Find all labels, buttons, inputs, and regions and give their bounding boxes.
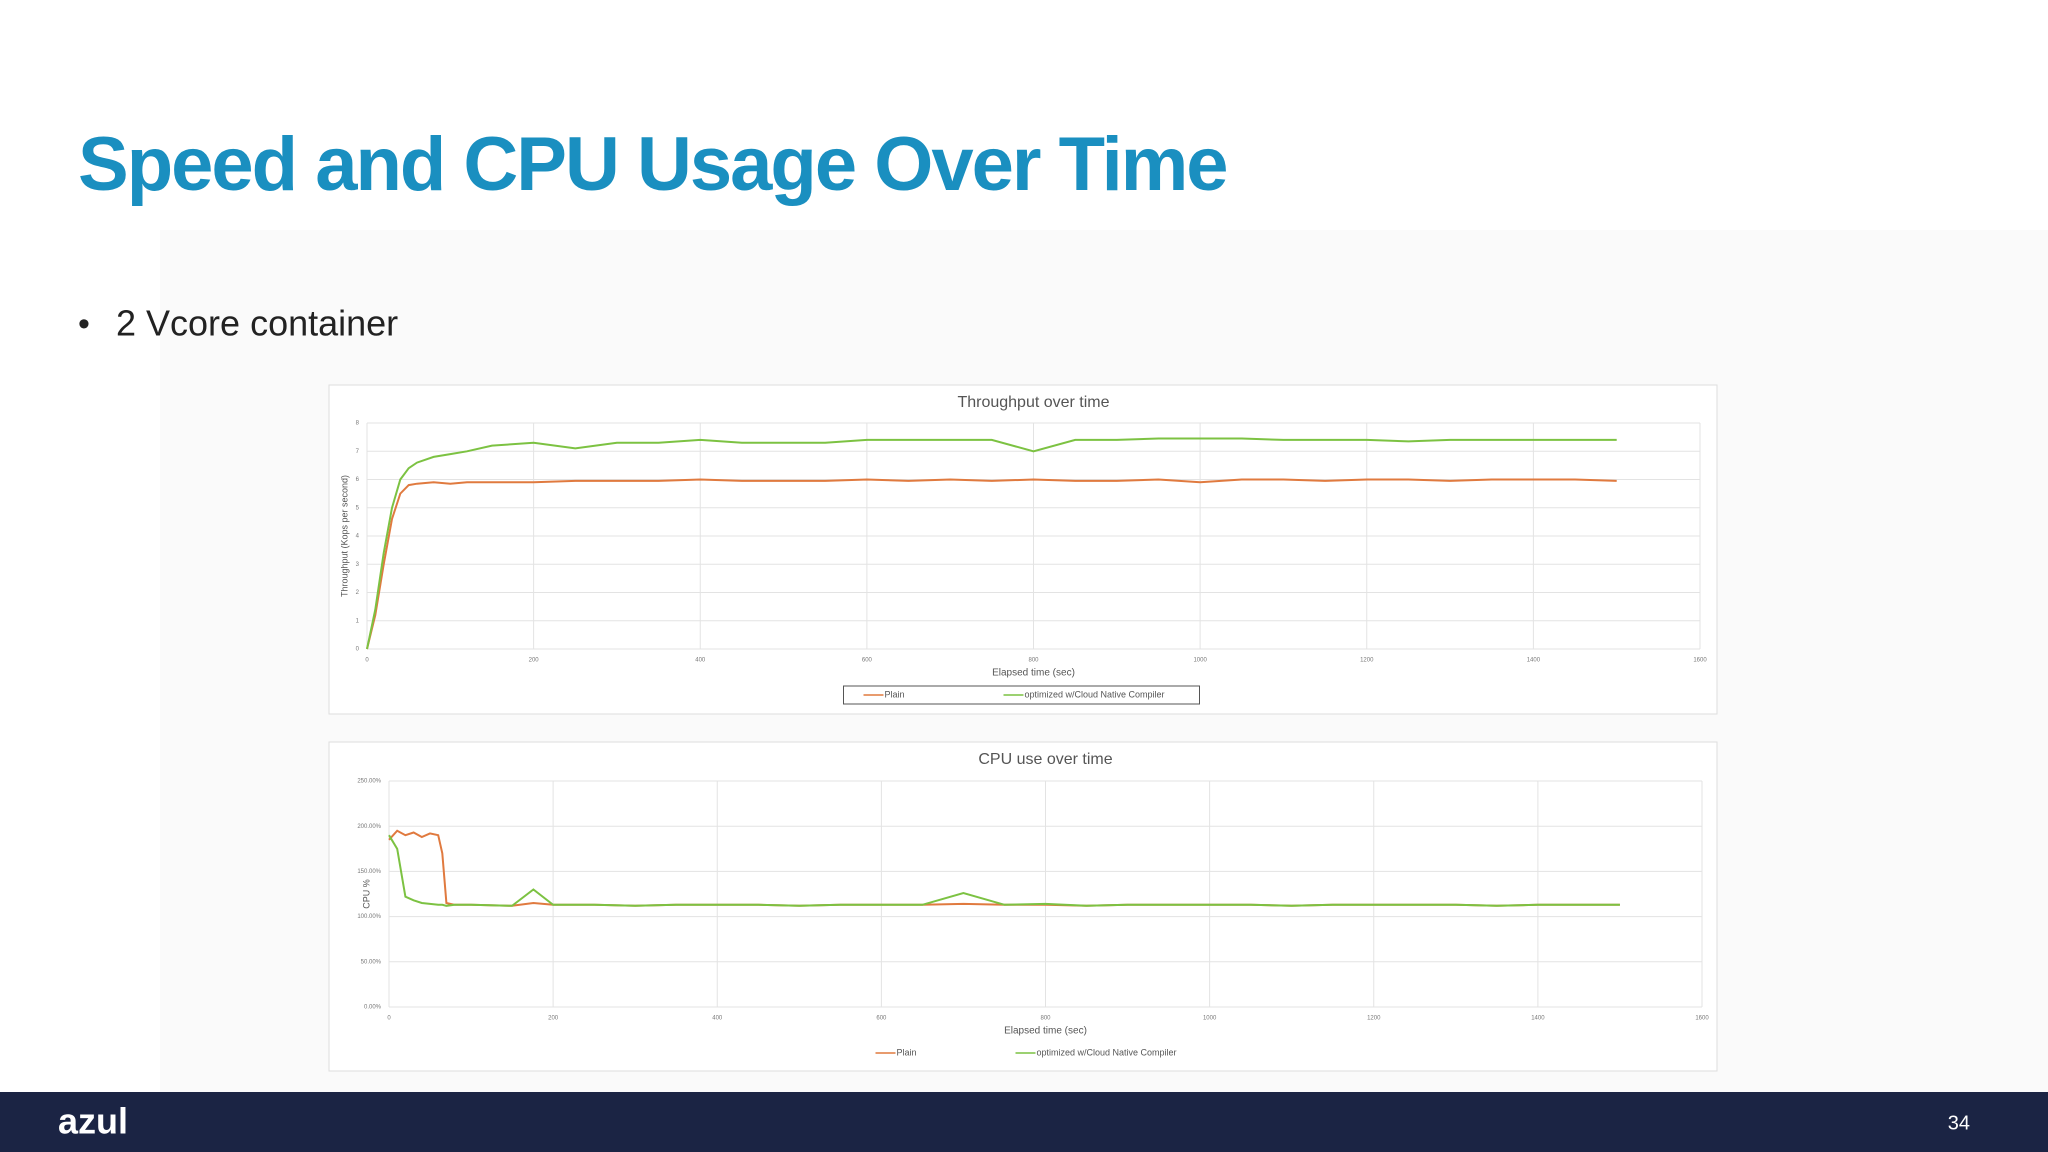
legend-label: Plain xyxy=(897,1047,917,1057)
x-tick-label: 800 xyxy=(1028,658,1039,664)
chart-title: CPU use over time xyxy=(978,751,1112,768)
legend-label: Plain xyxy=(885,689,905,699)
bullet-marker: • xyxy=(78,305,90,343)
y-tick-label: 7 xyxy=(356,449,360,455)
y-tick-label: 3 xyxy=(356,562,360,568)
y-tick-label: 250.00% xyxy=(357,779,381,785)
x-tick-label: 800 xyxy=(1040,1016,1051,1022)
data-line xyxy=(366,437,1617,650)
y-tick-label: 200.00% xyxy=(357,824,381,830)
x-tick-label: 200 xyxy=(548,1016,559,1022)
slide-title: Speed and CPU Usage Over Time xyxy=(78,122,1227,207)
legend-label: optimized w/Cloud Native Compiler xyxy=(1025,689,1165,699)
x-tick-label: 1400 xyxy=(1531,1016,1545,1022)
y-tick-label: 0.00% xyxy=(364,1005,382,1011)
x-tick-label: 0 xyxy=(387,1016,391,1022)
y-tick-label: 150.00% xyxy=(357,869,381,875)
y-axis-label: CPU % xyxy=(361,879,371,909)
chart-title: Throughput over time xyxy=(957,394,1109,411)
x-axis-label: Elapsed time (sec) xyxy=(1004,1026,1087,1037)
logo: azul xyxy=(58,1101,128,1142)
x-tick-label: 1600 xyxy=(1695,1016,1709,1022)
x-tick-label: 1200 xyxy=(1367,1016,1381,1022)
y-tick-label: 5 xyxy=(356,505,360,511)
y-tick-label: 1 xyxy=(356,618,360,624)
x-tick-label: 200 xyxy=(529,658,540,664)
y-tick-label: 6 xyxy=(356,477,360,483)
chart-frame xyxy=(328,384,1718,715)
x-tick-label: 600 xyxy=(862,658,873,664)
x-tick-label: 1200 xyxy=(1360,658,1374,664)
x-tick-label: 1000 xyxy=(1193,658,1207,664)
y-tick-label: 50.00% xyxy=(361,959,382,965)
y-tick-label: 0 xyxy=(356,647,360,653)
y-tick-label: 2 xyxy=(356,590,360,596)
x-tick-label: 600 xyxy=(876,1016,887,1022)
bullet: 2 Vcore container xyxy=(116,303,398,344)
y-tick-label: 100.00% xyxy=(357,914,381,920)
x-tick-label: 1600 xyxy=(1693,658,1707,664)
x-tick-label: 400 xyxy=(695,658,706,664)
footer xyxy=(0,1092,2048,1152)
page-number: 34 xyxy=(1948,1112,1970,1134)
data-line xyxy=(388,834,1620,907)
x-axis-label: Elapsed time (sec) xyxy=(992,668,1075,679)
y-tick-label: 8 xyxy=(356,421,360,427)
legend-label: optimized w/Cloud Native Compiler xyxy=(1037,1047,1177,1057)
legend-box xyxy=(843,685,1200,705)
x-tick-label: 0 xyxy=(365,658,369,664)
x-tick-label: 1000 xyxy=(1203,1016,1217,1022)
y-tick-label: 4 xyxy=(356,534,360,540)
x-tick-label: 400 xyxy=(712,1016,723,1022)
x-tick-label: 1400 xyxy=(1527,658,1541,664)
data-line xyxy=(366,478,1617,650)
y-axis-label: Throughput (Kops per second) xyxy=(339,475,349,597)
